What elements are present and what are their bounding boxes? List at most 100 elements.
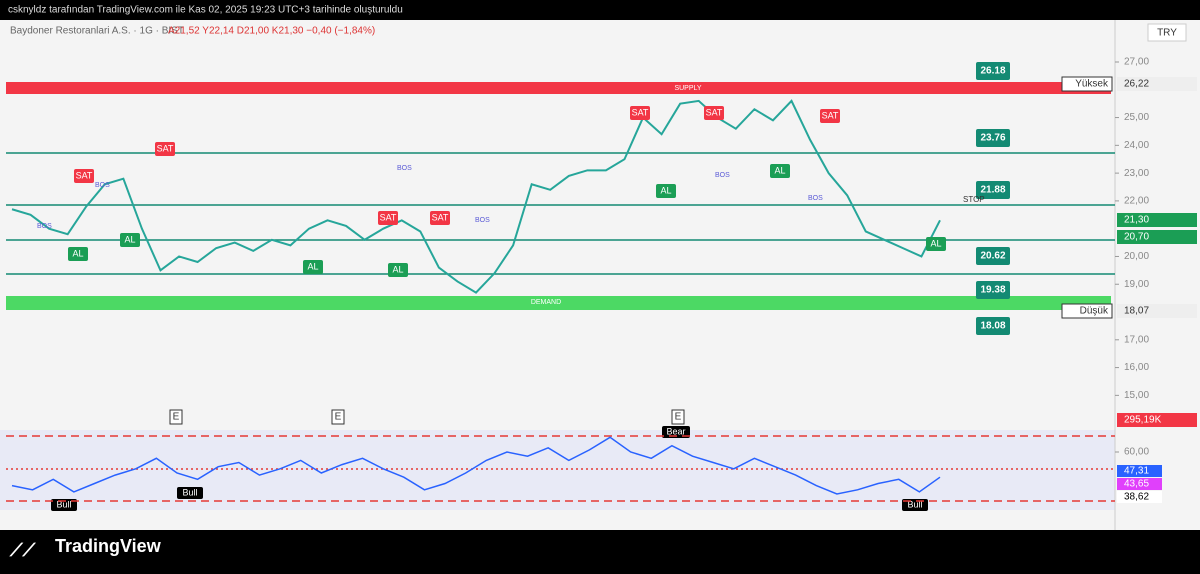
signal-box [704, 106, 724, 120]
ohlc: A21,52 Y22,14 D21,00 K21,30 −0,40 (−1,84… [168, 26, 375, 37]
signal-box [120, 233, 140, 247]
signal-label: AL [307, 261, 318, 271]
signal-label: SAT [380, 212, 397, 222]
signal-label: SAT [706, 107, 723, 117]
y-tick-label: 27,00 [1124, 57, 1149, 68]
signal-label: SAT [76, 170, 93, 180]
earnings-label: E [173, 412, 180, 423]
signal-box [630, 106, 650, 120]
signal-label: AL [660, 185, 671, 195]
level-badge [976, 181, 1010, 199]
earnings-label: E [335, 412, 342, 423]
rsi-label-box [1117, 491, 1162, 503]
y-tick-label: 19,00 [1124, 279, 1149, 290]
y-tick-label: 16,00 [1124, 362, 1149, 373]
y-tick-label: 23,00 [1124, 168, 1149, 179]
level-badge [976, 317, 1010, 335]
signal-box [926, 237, 946, 251]
price-label: 18,07 [1124, 306, 1149, 317]
signal-box [68, 247, 88, 261]
price-label-box [1117, 213, 1197, 227]
level-badge [976, 247, 1010, 265]
bos-label: BOS [37, 223, 52, 230]
level-label: 21.88 [980, 185, 1005, 196]
bear-label: Bear [666, 426, 685, 436]
price-label-box [1117, 304, 1197, 318]
price-label: 20,70 [1124, 232, 1149, 243]
signal-box [656, 184, 676, 198]
bull-box [902, 499, 928, 511]
rsi-label-box [1117, 478, 1162, 490]
bos-label: BOS [397, 165, 412, 172]
rsi-label-box [1117, 465, 1162, 477]
logo: ⟋⟋ [9, 540, 37, 560]
level-label: 18.08 [980, 321, 1005, 332]
level-label: 23.76 [980, 133, 1005, 144]
signal-label: SAT [822, 110, 839, 120]
brand: TradingView [55, 536, 162, 556]
signal-label: AL [930, 238, 941, 248]
rsi-line [11, 436, 941, 495]
y-tick-label: 17,00 [1124, 334, 1149, 345]
bull-label: Bull [907, 499, 922, 509]
signal-box [74, 169, 94, 183]
bos-label: BOS [808, 195, 823, 202]
signal-box [388, 263, 408, 277]
price-label-box [1117, 77, 1197, 91]
signal-label: SAT [632, 107, 649, 117]
bos-label: BOS [475, 217, 490, 224]
signal-box [820, 109, 840, 123]
signal-label: AL [72, 248, 83, 258]
price-line [11, 99, 941, 294]
level-label: 26.18 [980, 66, 1005, 77]
y-tick-label: 22,00 [1124, 196, 1149, 207]
rsi-bg [0, 430, 1115, 510]
bear-box [662, 426, 690, 438]
y-tick-label: 25,00 [1124, 112, 1149, 123]
price-label: 26,22 [1124, 79, 1149, 90]
bos-label: BOS [715, 172, 730, 179]
supply-label: SUPPLY [674, 85, 701, 92]
bos-label: BOS [95, 182, 110, 189]
supply-zone [6, 82, 1111, 94]
signal-box [770, 164, 790, 178]
tag-label: Düşük [1080, 306, 1109, 317]
bull-box [177, 487, 203, 499]
earnings-label: E [675, 412, 682, 423]
bull-label: Bull [182, 487, 197, 497]
signal-box [378, 211, 398, 225]
earnings-box [331, 409, 345, 425]
tag-label: Yüksek [1075, 79, 1109, 90]
rsi-label: 43,65 [1124, 479, 1149, 490]
rsi-label: 38,62 [1124, 492, 1149, 503]
symbol: Baydoner Restoranlari A.S. · 1G · BIST [10, 26, 184, 37]
price-label: 21,30 [1124, 215, 1149, 226]
signal-box [430, 211, 450, 225]
tag-box [1061, 303, 1113, 319]
currency[interactable]: TRY [1157, 28, 1177, 39]
signal-box [303, 260, 323, 274]
signal-label: SAT [157, 143, 174, 153]
level-badge [976, 62, 1010, 80]
signal-label: AL [774, 165, 785, 175]
signal-box [155, 142, 175, 156]
y-tick-label: 20,00 [1124, 251, 1149, 262]
y-tick-label: 60,00 [1124, 447, 1149, 458]
demand-label: DEMAND [531, 299, 561, 306]
level-badge [976, 129, 1010, 147]
signal-label: SAT [432, 212, 449, 222]
currency-box[interactable] [1147, 23, 1187, 42]
price-label-box [1117, 230, 1197, 244]
price-label-box [1117, 413, 1197, 427]
bull-label: Bull [56, 499, 71, 509]
bull-box [51, 499, 77, 511]
y-tick-label: 24,00 [1124, 140, 1149, 151]
signal-label: AL [124, 234, 135, 244]
caption: csknyldz tarafından TradingView.com ile … [8, 5, 403, 16]
signal-label: AL [392, 264, 403, 274]
rsi-label: 47,31 [1124, 466, 1149, 477]
stop-label: STOP [963, 195, 985, 204]
level-label: 20.62 [980, 251, 1005, 262]
earnings-box [169, 409, 183, 425]
